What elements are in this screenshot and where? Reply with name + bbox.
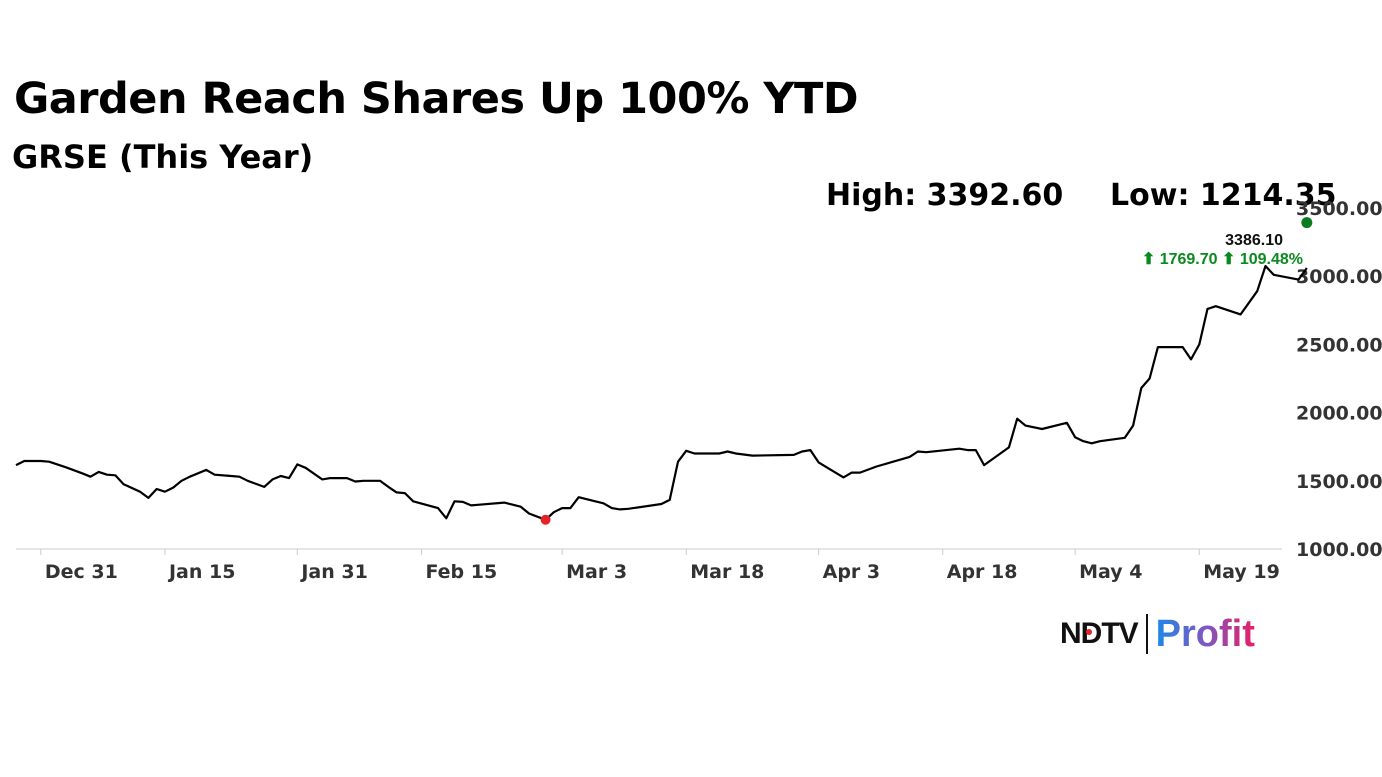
x-tick-label: Mar 18	[690, 561, 764, 583]
x-tick-label: Mar 3	[566, 561, 627, 583]
low-point-marker	[540, 514, 551, 525]
x-tick-label: May 19	[1203, 561, 1280, 583]
brand-divider	[1145, 614, 1148, 654]
x-tick-label: Apr 18	[947, 561, 1018, 583]
x-tick-label: Jan 31	[299, 561, 367, 583]
high-stat: High: 3392.60	[826, 178, 1064, 213]
y-tick-label: 3000.00	[1296, 266, 1382, 288]
y-tick-label: 3500.00	[1296, 198, 1382, 220]
chart-title: Garden Reach Shares Up 100% YTD	[14, 74, 859, 124]
last-point-marker	[1301, 217, 1313, 229]
x-tick-label: Dec 31	[45, 561, 118, 583]
ndtv-profit-logo: NDTV Profit	[1060, 612, 1255, 656]
x-tick-label: May 4	[1079, 561, 1142, 583]
x-tick-label: Feb 15	[425, 561, 497, 583]
chart-subtitle: GRSE (This Year)	[12, 138, 314, 176]
last-price-label: 3386.10	[1225, 232, 1283, 249]
y-tick-label: 2500.00	[1296, 334, 1382, 356]
brand-ndtv: NDTV	[1060, 617, 1139, 650]
y-tick-label: 2000.00	[1296, 403, 1382, 425]
brand-dot-icon	[1086, 629, 1092, 635]
change-label: ⬆ 1769.70 ⬆ 109.48%	[1142, 251, 1303, 268]
y-tick-label: 1000.00	[1296, 539, 1382, 561]
x-tick-label: Apr 3	[823, 561, 881, 583]
price-line	[15, 264, 1308, 521]
x-tick-label: Jan 15	[167, 561, 235, 583]
y-tick-label: 1500.00	[1296, 471, 1382, 493]
low-stat: Low: 1214.35	[1110, 178, 1337, 213]
brand-profit: Profit	[1155, 612, 1255, 655]
